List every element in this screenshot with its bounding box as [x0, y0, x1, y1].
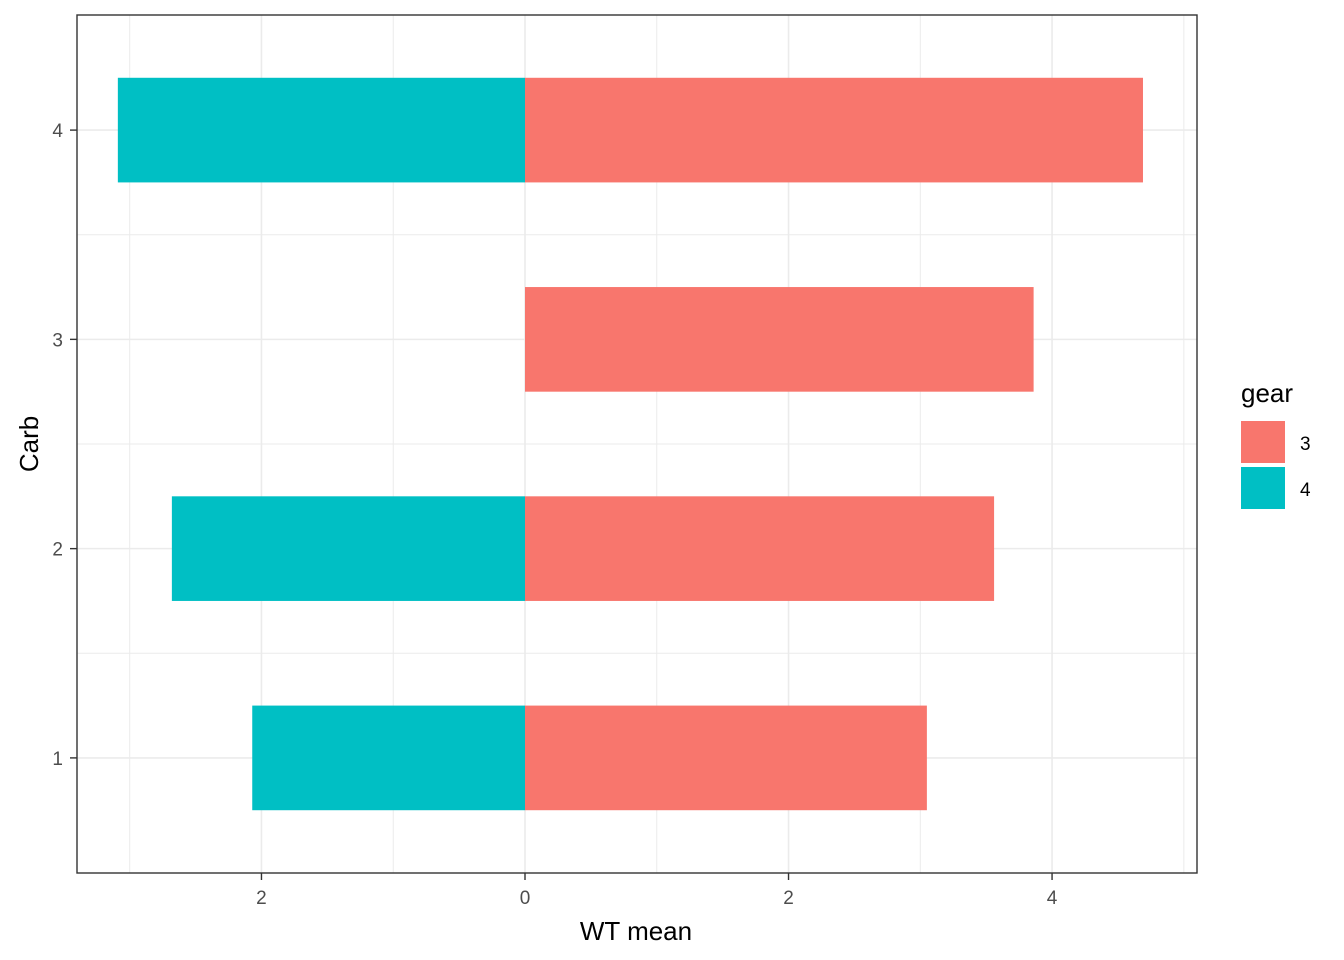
- plot-panel: [76, 14, 1198, 874]
- y-axis: 1 2 3 4: [52, 121, 77, 770]
- x-tick-label: 2: [256, 888, 267, 909]
- legend-label-3: 3: [1300, 434, 1311, 455]
- bar-gear-3-carb-4: [525, 77, 1143, 183]
- bar-gear-3-carb-2: [525, 496, 995, 601]
- bar-gear-3-carb-1: [525, 705, 927, 811]
- x-tick-label: 0: [520, 888, 531, 909]
- bar-gear-3-carb-3: [525, 287, 1034, 392]
- legend: gear 3 4: [1241, 378, 1311, 509]
- x-tick-label: 2: [783, 888, 794, 909]
- y-axis-title: Carb: [14, 416, 44, 472]
- x-tick-label: 4: [1047, 888, 1058, 909]
- y-tick-label: 3: [52, 330, 63, 351]
- bar-gear-4-carb-2: [171, 496, 525, 601]
- y-tick-label: 1: [52, 749, 63, 770]
- panel-border: [76, 14, 1198, 874]
- legend-key-4: [1241, 467, 1285, 509]
- legend-key-3: [1241, 421, 1285, 463]
- y-tick-label: 2: [52, 540, 63, 561]
- legend-label-4: 4: [1300, 480, 1311, 501]
- y-tick-label: 4: [52, 121, 63, 142]
- legend-title: gear: [1241, 378, 1293, 408]
- bar-gear-4-carb-4: [117, 77, 526, 183]
- x-axis-title: WT mean: [580, 916, 692, 946]
- bar-gear-4-carb-1: [252, 705, 525, 811]
